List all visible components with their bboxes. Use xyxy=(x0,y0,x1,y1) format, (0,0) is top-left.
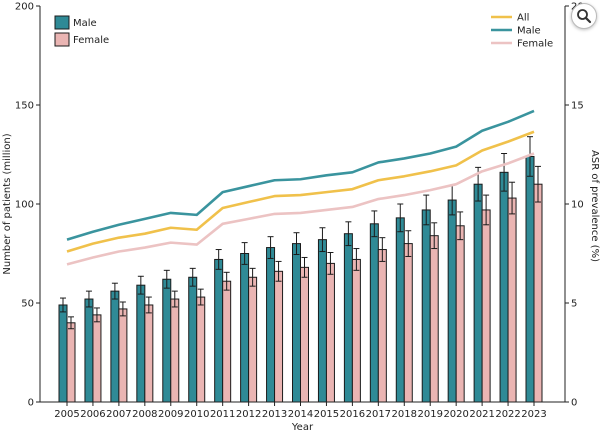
x-tick-label-2012: 2012 xyxy=(236,409,261,420)
legend-layer: Male Female All Male Female xyxy=(54,13,553,50)
bar-male-2011 xyxy=(214,258,224,403)
y-axis-title: Number of patients (million) xyxy=(2,133,13,274)
bar-male-2015 xyxy=(317,239,327,403)
x-tick-label-2022: 2022 xyxy=(495,409,520,420)
bar-female-2014 xyxy=(300,266,309,403)
x-tick-label-2007: 2007 xyxy=(106,409,131,420)
x-tick-label-2006: 2006 xyxy=(80,409,105,420)
x-axis-title: Year xyxy=(291,422,314,433)
bar-male-2019 xyxy=(421,209,431,403)
bar-male-2005 xyxy=(58,304,68,403)
bar-female-2021 xyxy=(481,209,491,403)
x-tick-label-2011: 2011 xyxy=(210,409,235,420)
x-tick-label-2019: 2019 xyxy=(417,409,442,420)
bar-male-2010 xyxy=(188,276,198,403)
bar-male-2012 xyxy=(240,253,250,403)
bar-female-2023 xyxy=(533,183,543,403)
bar-male-2017 xyxy=(369,223,379,403)
bar-male-2008 xyxy=(136,284,146,403)
legend-swatch-bar-male xyxy=(54,15,70,30)
y-tick-label-50: 50 xyxy=(21,299,34,310)
bar-female-2022 xyxy=(507,197,517,403)
legend-label-line-male: Male xyxy=(517,26,541,37)
y-tick-label-100: 100 xyxy=(15,200,34,211)
x-tick-label-2018: 2018 xyxy=(392,409,417,420)
x-tick-label-2008: 2008 xyxy=(132,409,157,420)
bar-female-2011 xyxy=(222,280,232,403)
bar-female-2010 xyxy=(196,296,206,403)
bar-female-2012 xyxy=(248,276,258,403)
bar-female-2007 xyxy=(118,308,128,403)
line-male xyxy=(66,109,535,241)
x-tick-label-2017: 2017 xyxy=(366,409,391,420)
bar-female-2009 xyxy=(170,298,180,403)
zoom-button[interactable] xyxy=(571,3,597,29)
x-tick-label-2005: 2005 xyxy=(54,409,79,420)
bar-female-2006 xyxy=(92,314,102,403)
x-tick-label-2010: 2010 xyxy=(184,409,209,420)
legend-label-bar-male: Male xyxy=(73,18,97,29)
bar-female-2015 xyxy=(325,262,335,403)
y-tick-label-0: 0 xyxy=(28,398,34,409)
bar-male-2021 xyxy=(473,183,483,403)
lines-layer xyxy=(66,109,535,266)
line-female xyxy=(66,152,535,266)
y2-tick-label-5: 5 xyxy=(571,299,577,310)
y2-tick-label-10: 10 xyxy=(571,200,584,211)
line-all xyxy=(66,130,535,253)
bar-male-2016 xyxy=(343,233,353,403)
bar-female-2018 xyxy=(403,243,413,403)
y-tick-label-150: 150 xyxy=(15,101,34,112)
magnifier-icon xyxy=(577,9,592,24)
x-tick-label-2021: 2021 xyxy=(469,409,494,420)
bar-male-2022 xyxy=(499,171,509,403)
x-tick-label-2013: 2013 xyxy=(262,409,287,420)
bars-layer xyxy=(58,136,543,403)
x-tick-label-2014: 2014 xyxy=(288,409,313,420)
legend-swatch-bar-female xyxy=(54,32,70,47)
x-tick-label-2016: 2016 xyxy=(340,409,365,420)
x-tick-label-2009: 2009 xyxy=(158,409,183,420)
bar-male-2014 xyxy=(292,243,301,403)
bar-male-2020 xyxy=(447,199,457,403)
bar-male-2009 xyxy=(162,278,172,403)
bar-male-2013 xyxy=(266,247,276,403)
bar-male-2023 xyxy=(525,155,535,403)
bar-male-2007 xyxy=(110,290,120,403)
y2-tick-label-15: 15 xyxy=(571,101,584,112)
y2-tick-label-0: 0 xyxy=(571,398,577,409)
bar-female-2017 xyxy=(377,249,387,403)
bar-female-2016 xyxy=(351,258,361,403)
bar-male-2018 xyxy=(395,217,405,403)
x-tick-label-2020: 2020 xyxy=(443,409,468,420)
bar-male-2006 xyxy=(84,298,94,403)
legend-label-line-all: All xyxy=(517,13,529,24)
x-tick-label-2023: 2023 xyxy=(521,409,546,420)
bar-female-2013 xyxy=(274,270,284,403)
bar-female-2008 xyxy=(144,304,154,403)
y2-axis-title: ASR of prevalence (%) xyxy=(589,150,600,262)
bar-female-2020 xyxy=(455,225,465,403)
x-tick-label-2015: 2015 xyxy=(314,409,339,420)
legend-label-bar-female: Female xyxy=(73,35,109,46)
y-tick-label-200: 200 xyxy=(15,2,34,13)
bar-female-2005 xyxy=(66,322,76,403)
bar-female-2019 xyxy=(429,235,439,403)
legend-label-line-female: Female xyxy=(517,39,553,50)
